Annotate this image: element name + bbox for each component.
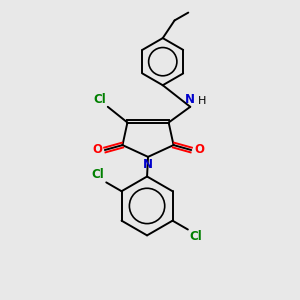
Text: N: N — [143, 158, 153, 171]
Text: H: H — [198, 96, 206, 106]
Text: Cl: Cl — [93, 93, 106, 106]
Text: O: O — [92, 143, 102, 157]
Text: O: O — [194, 143, 204, 157]
Text: N: N — [185, 93, 195, 106]
Text: Cl: Cl — [190, 230, 203, 244]
Text: Cl: Cl — [92, 168, 104, 182]
